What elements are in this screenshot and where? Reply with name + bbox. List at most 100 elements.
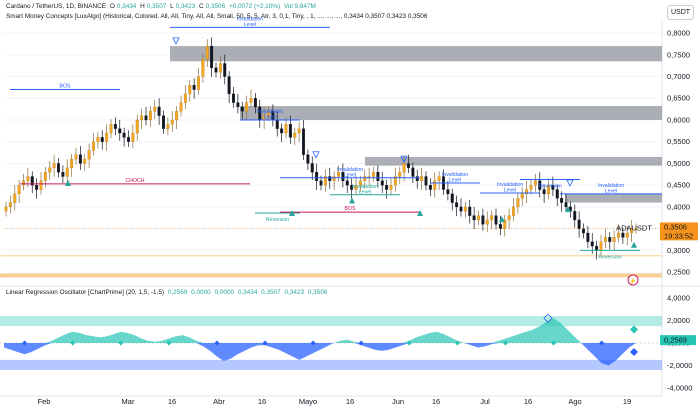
candle	[175, 106, 179, 130]
candle	[236, 93, 240, 114]
candle-body	[288, 124, 292, 138]
indicator-2-val-6: 0,3506	[307, 289, 328, 296]
candle-body	[634, 228, 638, 230]
currency-badge[interactable]: USDT	[667, 5, 694, 20]
candle-body	[100, 137, 104, 142]
supply-zone	[170, 46, 662, 62]
candle-body	[61, 171, 65, 177]
osc-signal-diamond	[358, 340, 364, 346]
candle-body	[459, 206, 463, 212]
candle-body	[205, 45, 209, 60]
candle-body	[153, 106, 157, 112]
candle	[555, 184, 559, 207]
candle-body	[175, 111, 179, 121]
candle	[420, 167, 424, 190]
candle-body	[245, 102, 249, 112]
candle-body	[481, 215, 485, 225]
candle	[363, 169, 367, 189]
candle-body	[170, 119, 174, 125]
candle	[372, 166, 375, 182]
candle	[223, 54, 227, 85]
osc-signal-diamond	[502, 340, 508, 346]
candle	[459, 198, 463, 217]
indicator-2-legend[interactable]: Linear Regression Oscillator [ChartPrime…	[6, 289, 329, 296]
candle-body	[240, 106, 244, 112]
candle	[358, 175, 362, 192]
time-tick-label: Mayo	[299, 397, 317, 406]
candle-body	[402, 163, 406, 173]
price-tick-label: 0,8000	[667, 29, 690, 38]
candle-body	[411, 167, 415, 177]
ohlc-open: 0,3434	[116, 3, 137, 10]
candle-body	[433, 180, 437, 190]
candle	[162, 110, 165, 134]
candle-body	[507, 215, 511, 221]
candle-body	[533, 180, 537, 186]
candle-body	[520, 193, 524, 199]
last-price-countdown: 19:33:52	[664, 231, 693, 240]
candle	[210, 37, 214, 77]
candle-body	[586, 232, 590, 242]
level-label: BOS	[345, 206, 356, 212]
indicator-1-legend[interactable]: Smart Money Concepts [LuxAlgo] (Historic…	[6, 13, 429, 20]
candle-body	[437, 176, 441, 181]
candle-body	[74, 154, 78, 160]
candle	[245, 95, 249, 121]
candle-body	[127, 137, 130, 142]
indicator-1-text: Smart Money Concepts [LuxAlgo] (Historic…	[6, 13, 428, 20]
candle	[122, 127, 126, 147]
time-tick-label: 16	[524, 397, 532, 406]
candle	[586, 226, 590, 249]
candle	[507, 208, 511, 230]
candle	[332, 171, 336, 190]
candle	[197, 67, 200, 95]
candle	[446, 180, 450, 201]
candle-body	[162, 115, 165, 129]
osc-positive-area	[4, 318, 636, 343]
candle	[249, 89, 253, 108]
candle	[232, 86, 235, 108]
osc-tick-label: 2,0000	[667, 316, 690, 325]
osc-tick-label: -2,0000	[667, 361, 692, 370]
candle	[131, 124, 135, 149]
candle	[498, 215, 502, 236]
indicator-2-val-1: 0,0000	[191, 289, 211, 296]
candle-body	[428, 185, 432, 190]
candle-body	[407, 163, 410, 168]
candle-body	[284, 124, 288, 134]
candle	[577, 211, 581, 238]
volume-value: Vol 9,847M	[283, 3, 316, 10]
candle-body	[516, 198, 520, 208]
candle	[8, 195, 12, 214]
ohlc-open-key: O	[109, 3, 115, 10]
lightning-icon: ⚡	[629, 277, 636, 285]
price-tick-label: 0,7000	[667, 72, 690, 81]
candle-body	[148, 111, 152, 121]
level-label: Level	[359, 189, 371, 195]
level-label: Reversion	[538, 184, 561, 190]
candle-body	[144, 115, 148, 121]
candle	[407, 154, 410, 174]
candle-body	[135, 119, 139, 134]
candle-body	[332, 176, 336, 181]
osc-tick-label: 4,0000	[667, 294, 690, 303]
candle	[315, 163, 319, 190]
candle-body	[214, 67, 218, 73]
osc-overbought-band	[0, 316, 662, 327]
candle-body	[157, 106, 161, 116]
level-label: Reversion	[598, 254, 621, 260]
candle	[57, 158, 60, 178]
candle-body	[232, 93, 235, 103]
candle-body	[92, 141, 95, 151]
candle-body	[253, 98, 257, 108]
candle	[450, 188, 454, 211]
osc-current-up-marker	[630, 325, 638, 334]
level-label: Invalidation	[257, 109, 283, 115]
candle	[280, 123, 284, 143]
candle-body	[542, 189, 546, 195]
indicator-2-name: Linear Regression Oscillator [ChartPrime…	[6, 289, 165, 296]
candle-body	[450, 193, 454, 203]
candle-body	[582, 228, 585, 234]
candle-body	[280, 128, 284, 134]
level-label: Invalidation	[598, 183, 624, 189]
